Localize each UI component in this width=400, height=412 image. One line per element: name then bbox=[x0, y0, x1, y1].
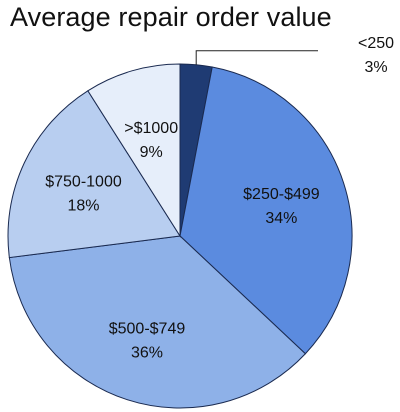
slice-percent-label: 3% bbox=[364, 59, 387, 76]
slice-percent-label: 9% bbox=[140, 144, 163, 161]
slice-labels: <250 3% $250-$499 34% $500-$749 36% $750-1000 1… bbox=[45, 35, 394, 361]
pie-slice-1000 bbox=[87, 63, 181, 238]
chart-title: Average repair order value bbox=[10, 2, 332, 32]
pie-slice-250-499 bbox=[179, 66, 353, 355]
slice-category-label: $750-1000 bbox=[45, 174, 122, 191]
slice-category-label: $500-$749 bbox=[109, 320, 186, 337]
pie-slice-750-1000 bbox=[7, 90, 181, 259]
slice-category-label: <250 bbox=[358, 35, 394, 52]
leader-lines bbox=[195, 50, 318, 65]
leader-line-250 bbox=[195, 50, 318, 65]
slice-percent-label: 36% bbox=[131, 344, 163, 361]
slice-percent-label: 34% bbox=[265, 210, 297, 227]
slice-category-label: $250-$499 bbox=[243, 186, 320, 203]
pie-slice-500-749 bbox=[8, 235, 307, 409]
pie-slices bbox=[7, 63, 353, 409]
slice-category-label: >$1000 bbox=[124, 120, 178, 137]
slice-percent-label: 18% bbox=[67, 198, 99, 215]
